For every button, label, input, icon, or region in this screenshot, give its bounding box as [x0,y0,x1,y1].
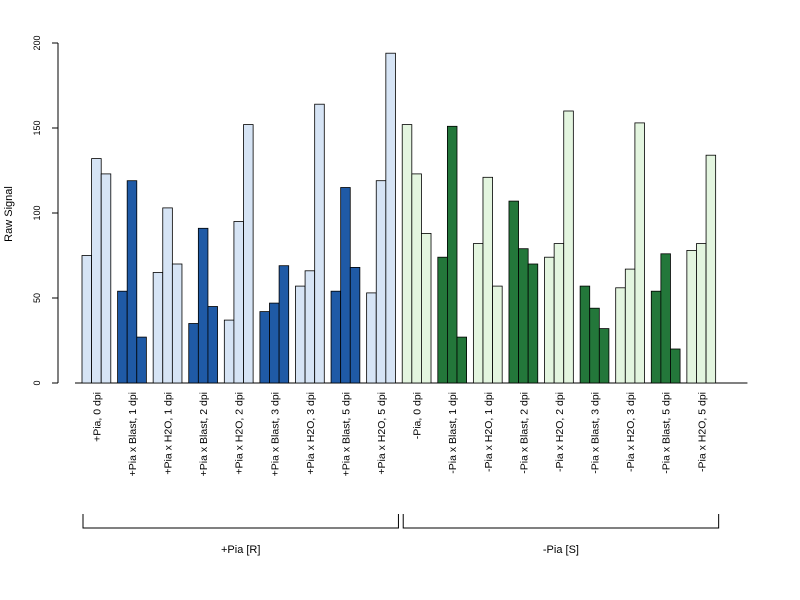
bar [482,176,493,384]
y-tick-label: 0 [32,380,42,385]
x-tick-label: +Pia x Blast, 2 dpi [198,392,210,476]
x-tick-label: +Pia x H2O, 5 dpi [376,392,388,475]
bar [295,285,306,384]
bar [100,173,112,384]
bar [492,285,503,384]
bar [330,290,342,384]
bar [696,243,707,384]
bar [126,180,138,384]
x-tick-label: +Pia, 0 dpi [91,392,103,442]
group-bracket [82,514,399,529]
x-tick-label: -Pia, 0 dpi [412,392,424,439]
bar [660,253,671,384]
y-tick-label: 200 [32,35,42,50]
bar [197,227,209,384]
bar [634,122,645,384]
bar [456,336,468,384]
bar [117,290,128,384]
bar [686,249,697,384]
bar [314,103,325,384]
bar [340,187,351,384]
x-tick-label: -Pia x H2O, 5 dpi [696,392,708,472]
x-tick-label: +Pia x Blast, 1 dpi [127,392,139,476]
x-tick-label: -Pia x Blast, 1 dpi [447,392,459,474]
bar [91,158,102,384]
bar [385,52,396,384]
bar [472,243,484,384]
x-tick-label: -Pia x Blast, 5 dpi [661,392,673,474]
bar [171,263,183,384]
y-tick-label: 150 [32,120,42,135]
x-tick-label: -Pia x H2O, 3 dpi [625,392,637,472]
bar [269,302,280,384]
bar [527,263,539,384]
bar [437,256,448,384]
bar [563,110,574,384]
y-axis: 0 50 100 150 200 [32,35,59,386]
bar [152,272,164,384]
bar [518,248,529,384]
bar [243,124,254,384]
bar [670,348,681,384]
y-tick-label: 100 [32,205,42,220]
bar [421,232,432,384]
bar [589,307,600,384]
bar [366,292,377,384]
bar [579,285,591,384]
bar [259,311,270,384]
bar [304,270,316,384]
bar [278,265,290,384]
bar [508,200,519,384]
group-label: -Pia [S] [543,544,579,556]
bar [223,319,235,384]
x-tick-label: +Pia x Blast, 5 dpi [340,392,352,476]
bar [207,306,218,384]
x-tick-label: -Pia x Blast, 3 dpi [590,392,602,474]
bar [375,180,387,384]
bar [553,243,565,384]
bar [598,328,610,384]
group-brackets: +Pia [R] -Pia [S] [82,514,720,556]
x-tick-labels: +Pia, 0 dpi +Pia x Blast, 1 dpi +Pia x H2O… [91,392,708,476]
x-tick-label: +Pia x Blast, 3 dpi [269,392,281,476]
bar [81,255,93,384]
bar [188,323,199,384]
bar [544,256,555,384]
x-tick-label: -Pia x Blast, 2 dpi [518,392,530,474]
y-tick-label: 50 [32,293,42,303]
x-tick-label: -Pia x H2O, 1 dpi [483,392,495,472]
bar [411,173,422,384]
bar [233,221,244,384]
bars-layer [75,52,748,384]
x-tick-label: -Pia x H2O, 2 dpi [554,392,566,472]
bar [349,266,361,384]
bar [136,336,147,384]
bar [446,125,458,384]
x-tick-label: +Pia x H2O, 1 dpi [163,392,175,475]
bar [650,290,662,384]
y-axis-label: Raw Signal [3,186,15,242]
x-tick-label: +Pia x H2O, 2 dpi [234,392,246,475]
group-bracket [402,514,720,529]
bar [401,124,413,384]
bar [162,207,173,384]
x-tick-label: +Pia x H2O, 3 dpi [305,392,317,475]
bar [615,287,626,384]
bar [705,154,717,384]
group-label: +Pia [R] [221,544,260,556]
bar [624,268,636,384]
